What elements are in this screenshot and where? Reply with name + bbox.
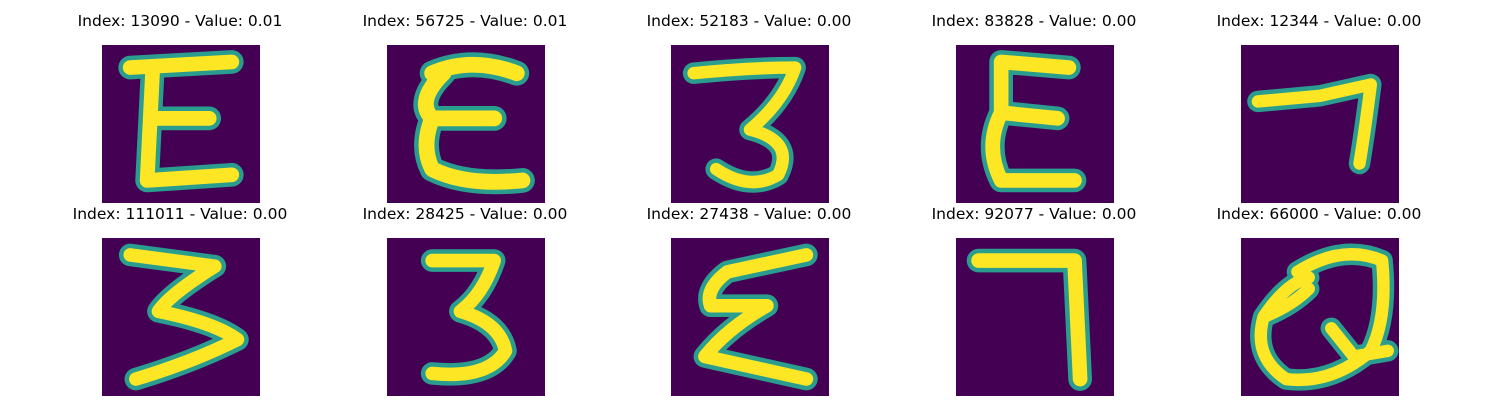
panel-title: Index: 27438 - Value: 0.00 — [646, 205, 852, 223]
panel-title: Index: 13090 - Value: 0.01 — [77, 12, 283, 30]
panel-10: Index: 66000 - Value: 0.00 — [1217, 203, 1421, 396]
panel-5: Index: 12344 - Value: 0.00 — [1217, 10, 1421, 203]
digit-image — [102, 238, 260, 396]
digit-image — [1241, 45, 1399, 203]
panel-title: Index: 52183 - Value: 0.00 — [646, 12, 852, 30]
digit-image — [387, 45, 545, 203]
panel-title: Index: 66000 - Value: 0.00 — [1216, 205, 1422, 223]
panel-4: Index: 83828 - Value: 0.00 — [932, 10, 1136, 203]
panel-title: Index: 56725 - Value: 0.01 — [362, 12, 568, 30]
panel-6: Index: 111011 - Value: 0.00 — [73, 203, 287, 396]
panel-title: Index: 12344 - Value: 0.00 — [1216, 12, 1422, 30]
digit-image — [956, 45, 1114, 203]
panel-2: Index: 56725 - Value: 0.01 — [363, 10, 567, 203]
panel-1: Index: 13090 - Value: 0.01 — [78, 10, 282, 203]
panel-9: Index: 92077 - Value: 0.00 — [932, 203, 1136, 396]
panel-7: Index: 28425 - Value: 0.00 — [363, 203, 567, 396]
digit-image — [1241, 238, 1399, 396]
digit-image — [671, 45, 829, 203]
panel-title: Index: 111011 - Value: 0.00 — [72, 205, 288, 223]
digit-image — [387, 238, 545, 396]
panel-3: Index: 52183 - Value: 0.00 — [647, 10, 851, 203]
panel-title: Index: 92077 - Value: 0.00 — [931, 205, 1137, 223]
digit-image — [671, 238, 829, 396]
digit-image — [956, 238, 1114, 396]
panel-8: Index: 27438 - Value: 0.00 — [647, 203, 851, 396]
panel-title: Index: 83828 - Value: 0.00 — [931, 12, 1137, 30]
digit-image — [102, 45, 260, 203]
panel-title: Index: 28425 - Value: 0.00 — [362, 205, 568, 223]
